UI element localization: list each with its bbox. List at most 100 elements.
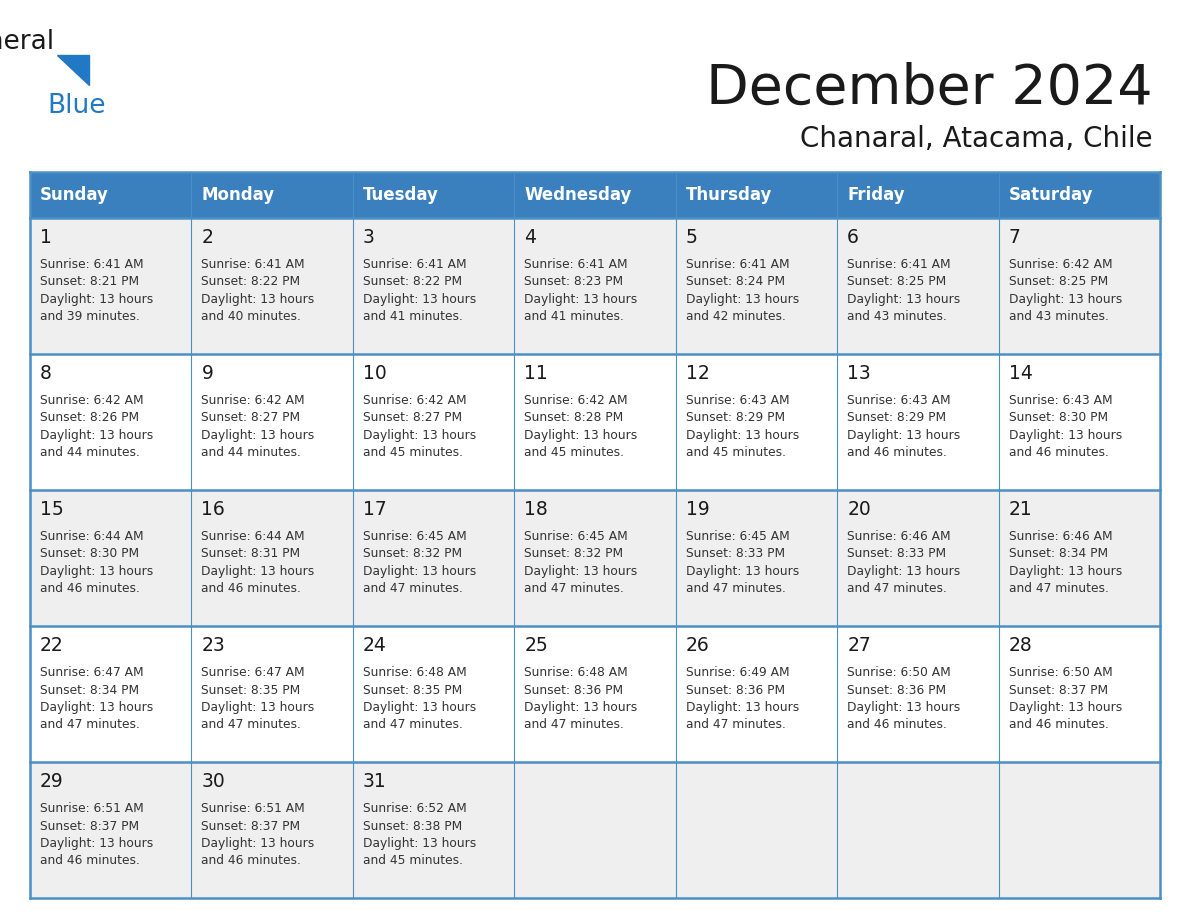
Bar (30, 490, 1159, 626)
Text: Sunrise: 6:51 AM: Sunrise: 6:51 AM (202, 802, 305, 815)
Text: 27: 27 (847, 636, 871, 655)
Text: 25: 25 (524, 636, 548, 655)
Text: Sunset: 8:23 PM: Sunset: 8:23 PM (524, 275, 624, 288)
Text: Sunrise: 6:48 AM: Sunrise: 6:48 AM (524, 666, 628, 679)
Text: and 46 minutes.: and 46 minutes. (40, 583, 140, 596)
Text: Sunrise: 6:49 AM: Sunrise: 6:49 AM (685, 666, 789, 679)
Text: Sunrise: 6:44 AM: Sunrise: 6:44 AM (202, 530, 305, 543)
Text: 30: 30 (202, 772, 226, 791)
Text: and 41 minutes.: and 41 minutes. (362, 310, 463, 323)
Text: Daylight: 13 hours: Daylight: 13 hours (202, 293, 315, 306)
Text: Sunset: 8:36 PM: Sunset: 8:36 PM (524, 684, 624, 697)
Text: Sunset: 8:30 PM: Sunset: 8:30 PM (40, 547, 139, 561)
Text: General: General (0, 29, 55, 55)
Text: Daylight: 13 hours: Daylight: 13 hours (685, 565, 800, 578)
Text: Sunrise: 6:41 AM: Sunrise: 6:41 AM (202, 258, 305, 271)
Text: 20: 20 (847, 500, 871, 519)
Text: 13: 13 (847, 364, 871, 383)
Text: 3: 3 (362, 228, 374, 247)
Text: 22: 22 (40, 636, 64, 655)
Text: Sunrise: 6:45 AM: Sunrise: 6:45 AM (685, 530, 790, 543)
Text: Sunset: 8:32 PM: Sunset: 8:32 PM (524, 547, 624, 561)
Text: and 46 minutes.: and 46 minutes. (202, 855, 302, 868)
Text: 23: 23 (202, 636, 226, 655)
Text: and 39 minutes.: and 39 minutes. (40, 310, 140, 323)
Text: Daylight: 13 hours: Daylight: 13 hours (202, 837, 315, 850)
Text: 6: 6 (847, 228, 859, 247)
Text: Daylight: 13 hours: Daylight: 13 hours (202, 429, 315, 442)
Text: Sunrise: 6:43 AM: Sunrise: 6:43 AM (685, 394, 789, 407)
Text: Sunset: 8:33 PM: Sunset: 8:33 PM (685, 547, 785, 561)
Text: Daylight: 13 hours: Daylight: 13 hours (847, 293, 960, 306)
Text: Daylight: 13 hours: Daylight: 13 hours (1009, 293, 1121, 306)
Text: and 47 minutes.: and 47 minutes. (362, 583, 463, 596)
Text: 31: 31 (362, 772, 386, 791)
Text: Sunset: 8:24 PM: Sunset: 8:24 PM (685, 275, 785, 288)
Text: Sunset: 8:29 PM: Sunset: 8:29 PM (847, 411, 947, 424)
Bar (30, 762, 1159, 898)
Text: Sunset: 8:37 PM: Sunset: 8:37 PM (202, 820, 301, 833)
Text: Daylight: 13 hours: Daylight: 13 hours (202, 701, 315, 714)
Text: Daylight: 13 hours: Daylight: 13 hours (1009, 429, 1121, 442)
Text: and 46 minutes.: and 46 minutes. (1009, 446, 1108, 460)
Bar (30, 172, 1159, 218)
Text: Sunset: 8:34 PM: Sunset: 8:34 PM (40, 684, 139, 697)
Text: Daylight: 13 hours: Daylight: 13 hours (40, 565, 153, 578)
Text: Daylight: 13 hours: Daylight: 13 hours (685, 429, 800, 442)
Text: 26: 26 (685, 636, 709, 655)
Text: and 47 minutes.: and 47 minutes. (1009, 583, 1108, 596)
Text: Sunrise: 6:45 AM: Sunrise: 6:45 AM (524, 530, 628, 543)
Text: Sunrise: 6:43 AM: Sunrise: 6:43 AM (1009, 394, 1112, 407)
Text: Daylight: 13 hours: Daylight: 13 hours (847, 429, 960, 442)
Text: Daylight: 13 hours: Daylight: 13 hours (362, 293, 476, 306)
Text: and 47 minutes.: and 47 minutes. (362, 719, 463, 732)
Text: 19: 19 (685, 500, 709, 519)
Text: Sunrise: 6:48 AM: Sunrise: 6:48 AM (362, 666, 467, 679)
Text: Sunset: 8:22 PM: Sunset: 8:22 PM (202, 275, 301, 288)
Text: Sunrise: 6:42 AM: Sunrise: 6:42 AM (524, 394, 628, 407)
Text: 2: 2 (202, 228, 214, 247)
Text: Sunset: 8:36 PM: Sunset: 8:36 PM (685, 684, 785, 697)
Text: Sunset: 8:26 PM: Sunset: 8:26 PM (40, 411, 139, 424)
Text: Daylight: 13 hours: Daylight: 13 hours (40, 837, 153, 850)
Text: 1: 1 (40, 228, 52, 247)
Text: 24: 24 (362, 636, 387, 655)
Text: and 46 minutes.: and 46 minutes. (1009, 719, 1108, 732)
Polygon shape (57, 55, 89, 85)
Text: 5: 5 (685, 228, 697, 247)
Text: Sunrise: 6:41 AM: Sunrise: 6:41 AM (40, 258, 144, 271)
Text: 17: 17 (362, 500, 386, 519)
Text: and 47 minutes.: and 47 minutes. (202, 719, 302, 732)
Text: Sunrise: 6:41 AM: Sunrise: 6:41 AM (685, 258, 789, 271)
Text: Sunrise: 6:47 AM: Sunrise: 6:47 AM (40, 666, 144, 679)
Text: Sunrise: 6:41 AM: Sunrise: 6:41 AM (524, 258, 628, 271)
Text: Sunrise: 6:42 AM: Sunrise: 6:42 AM (40, 394, 144, 407)
Text: Thursday: Thursday (685, 186, 772, 204)
Text: 8: 8 (40, 364, 52, 383)
Text: Daylight: 13 hours: Daylight: 13 hours (362, 429, 476, 442)
Text: and 46 minutes.: and 46 minutes. (847, 446, 947, 460)
Text: Sunrise: 6:44 AM: Sunrise: 6:44 AM (40, 530, 144, 543)
Text: Sunset: 8:32 PM: Sunset: 8:32 PM (362, 547, 462, 561)
Text: Sunset: 8:28 PM: Sunset: 8:28 PM (524, 411, 624, 424)
Text: 14: 14 (1009, 364, 1032, 383)
Text: Sunrise: 6:45 AM: Sunrise: 6:45 AM (362, 530, 467, 543)
Text: Wednesday: Wednesday (524, 186, 632, 204)
Text: and 44 minutes.: and 44 minutes. (40, 446, 140, 460)
Text: Sunset: 8:35 PM: Sunset: 8:35 PM (362, 684, 462, 697)
Text: 12: 12 (685, 364, 709, 383)
Text: 28: 28 (1009, 636, 1032, 655)
Text: 15: 15 (40, 500, 64, 519)
Text: Sunrise: 6:46 AM: Sunrise: 6:46 AM (847, 530, 950, 543)
Text: Sunset: 8:27 PM: Sunset: 8:27 PM (202, 411, 301, 424)
Text: Sunset: 8:33 PM: Sunset: 8:33 PM (847, 547, 947, 561)
Text: and 45 minutes.: and 45 minutes. (524, 446, 624, 460)
Text: Daylight: 13 hours: Daylight: 13 hours (40, 429, 153, 442)
Text: 4: 4 (524, 228, 536, 247)
Text: Sunset: 8:34 PM: Sunset: 8:34 PM (1009, 547, 1107, 561)
Text: 10: 10 (362, 364, 386, 383)
Text: and 47 minutes.: and 47 minutes. (40, 719, 140, 732)
Text: and 45 minutes.: and 45 minutes. (685, 446, 785, 460)
Text: Daylight: 13 hours: Daylight: 13 hours (1009, 565, 1121, 578)
Text: and 47 minutes.: and 47 minutes. (524, 719, 624, 732)
